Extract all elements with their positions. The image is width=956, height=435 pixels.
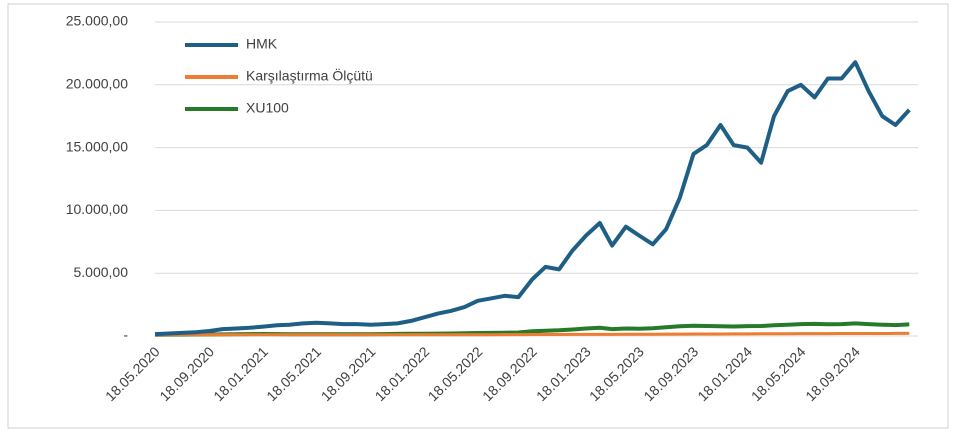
y-tick-label: 20.000,00 (66, 76, 128, 92)
y-tick-label: 10.000,00 (66, 201, 128, 217)
y-tick-label: 25.000,00 (66, 13, 128, 29)
y-tick-label: 15.000,00 (66, 138, 128, 154)
chart-border (7, 3, 949, 429)
series-line (154, 60, 911, 337)
legend-label: HMK (246, 36, 278, 52)
legend-label: XU100 (246, 100, 289, 116)
legend-label: Karşılaştırma Ölçütü (246, 67, 373, 84)
series-line (155, 331, 910, 337)
y-tick-label: 5.000,00 (74, 264, 129, 280)
y-tick-label: - (123, 327, 128, 343)
